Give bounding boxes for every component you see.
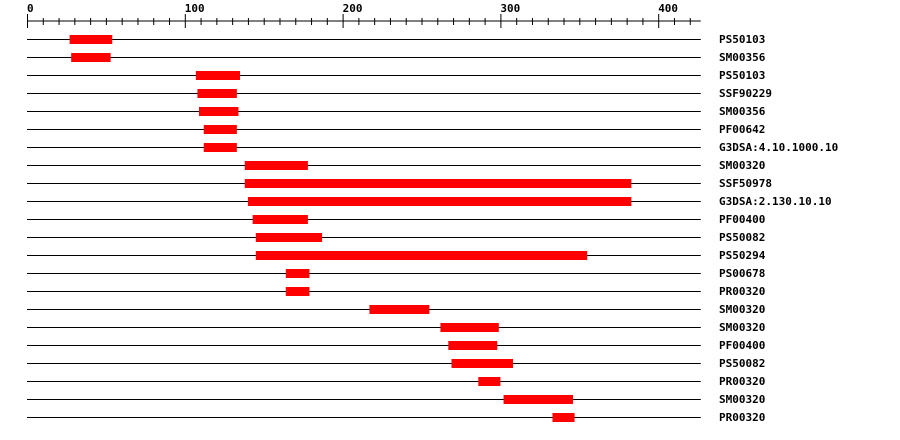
domain-label: PS50082 <box>719 357 765 370</box>
domain-bar <box>203 143 237 152</box>
axis-tick-label: 100 <box>185 2 205 15</box>
domain-label: PS50103 <box>719 33 765 46</box>
domain-label: G3DSA:4.10.1000.10 <box>719 141 838 154</box>
domain-label: PF00400 <box>719 339 765 352</box>
domain-label: SM00320 <box>719 321 765 334</box>
domain-bar <box>478 377 501 386</box>
domain-label: PS50294 <box>719 249 766 262</box>
domain-bar <box>247 197 632 206</box>
domain-bar <box>197 89 237 98</box>
axis-tick-label: 400 <box>658 2 678 15</box>
domain-bar <box>199 107 239 116</box>
domain-label: SSF90229 <box>719 87 772 100</box>
domain-label: PR00320 <box>719 285 765 298</box>
domain-label: SSF50978 <box>719 177 772 190</box>
domain-label: SM00356 <box>719 51 766 64</box>
domain-bar <box>255 233 323 242</box>
axis-tick-label: 0 <box>27 2 34 15</box>
domain-label: PR00320 <box>719 375 765 388</box>
domain-bar <box>69 35 113 44</box>
domain-bar <box>448 341 498 350</box>
domain-label: SM00320 <box>719 159 765 172</box>
domain-label: PR00320 <box>719 411 765 424</box>
domain-bar <box>244 179 632 188</box>
domain-bar <box>552 413 575 422</box>
domain-bar <box>369 305 430 314</box>
domain-label: SM00320 <box>719 393 765 406</box>
axis-tick-label: 200 <box>343 2 363 15</box>
domain-label: G3DSA:2.130.10.10 <box>719 195 832 208</box>
domain-bar <box>440 323 499 332</box>
axis-tick-label: 300 <box>500 2 520 15</box>
domain-bar <box>285 287 310 296</box>
domain-bar <box>203 125 237 134</box>
domain-bar <box>71 53 111 62</box>
domain-bar <box>285 269 310 278</box>
domain-label: SM00320 <box>719 303 765 316</box>
domain-bar <box>451 359 514 368</box>
domain-bar <box>503 395 573 404</box>
domain-label: PF00642 <box>719 123 765 136</box>
domain-bar <box>255 251 588 260</box>
domain-label: PS50103 <box>719 69 765 82</box>
domain-bar <box>244 161 308 170</box>
domain-label: PS00678 <box>719 267 765 280</box>
domain-bar <box>195 71 241 80</box>
domain-bar <box>252 215 308 224</box>
domain-label: PF00400 <box>719 213 765 226</box>
domain-label: PS50082 <box>719 231 765 244</box>
domain-label: SM00356 <box>719 105 766 118</box>
